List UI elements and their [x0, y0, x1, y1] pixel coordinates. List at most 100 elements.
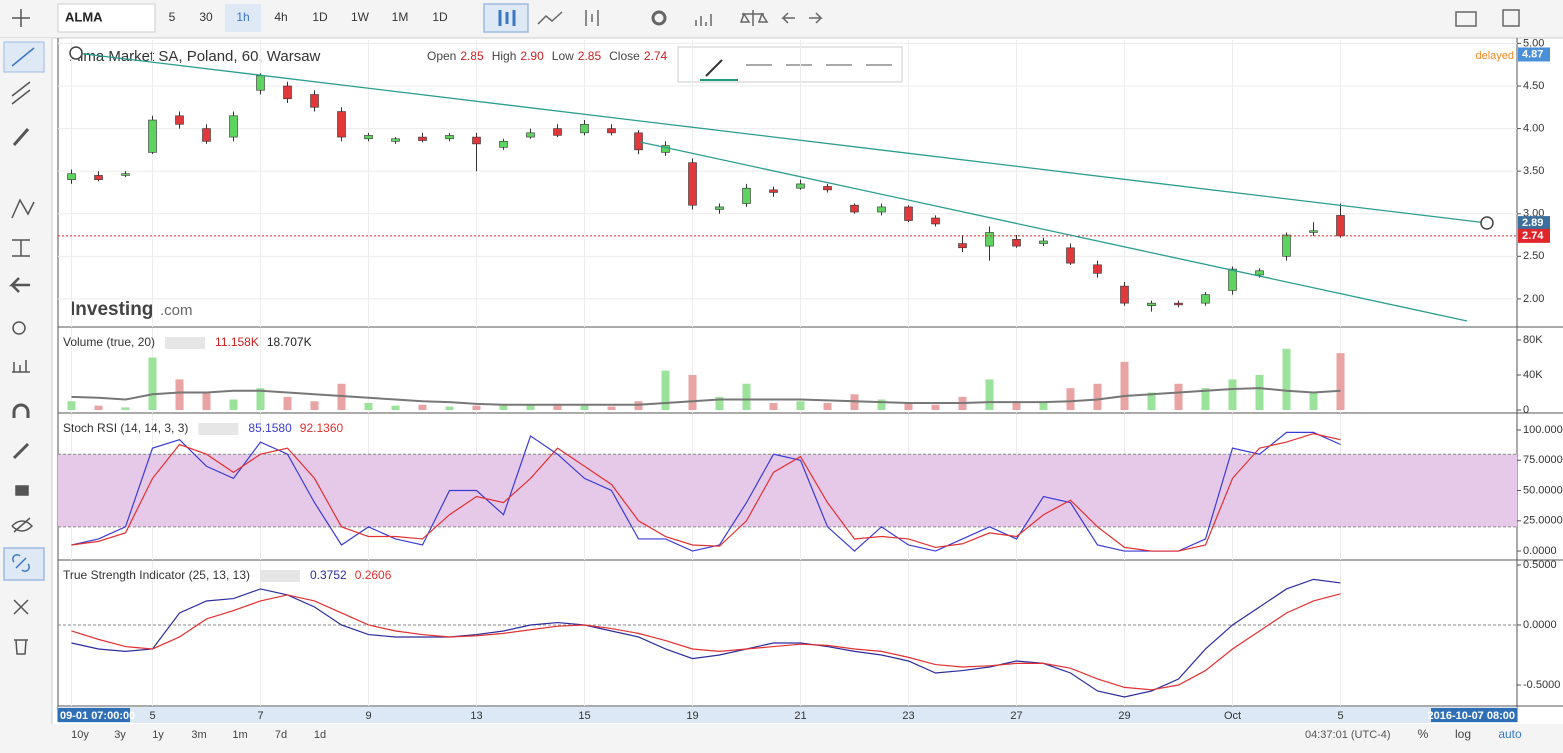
y-tick-label: 0.0000 [1523, 619, 1557, 631]
pane-title: True Strength Indicator (25, 13, 13) [63, 568, 250, 582]
range-button[interactable]: 3y [114, 729, 126, 741]
candle-body [634, 132, 643, 151]
undo-redo[interactable] [781, 12, 823, 24]
scale-option[interactable]: log [1455, 727, 1471, 741]
time-axis [58, 707, 1517, 723]
volume-bar [256, 388, 265, 411]
candle-body [931, 217, 940, 225]
tool-magnet[interactable] [12, 403, 30, 418]
scale-option[interactable]: % [1418, 727, 1429, 741]
tool-pencil[interactable] [12, 442, 30, 460]
interval-active[interactable] [225, 4, 261, 32]
candle-body [1255, 270, 1264, 276]
time-label: 23 [902, 710, 914, 722]
volume-bar [1201, 388, 1210, 411]
legend-value: 2.85 [578, 49, 602, 63]
interval[interactable]: 4h [274, 10, 287, 24]
settings[interactable] [651, 10, 667, 26]
draw-pen[interactable] [705, 59, 723, 77]
candle-icon [498, 10, 516, 26]
symbol-box[interactable] [57, 3, 156, 33]
bar-type[interactable] [585, 10, 599, 26]
time-label: 15 [578, 710, 590, 722]
trend-handle[interactable] [1480, 216, 1494, 230]
trend-handle[interactable] [69, 46, 83, 60]
candle-body [1282, 234, 1291, 257]
tool-trendline[interactable] [11, 47, 35, 67]
range-button[interactable]: 1m [232, 729, 247, 741]
tool-pattern[interactable] [11, 198, 35, 219]
tool-tools[interactable] [13, 599, 29, 615]
y-tick-label: 40K [1523, 369, 1543, 381]
interval[interactable]: 1W [351, 10, 370, 24]
candle-body [1309, 230, 1318, 233]
range-button[interactable]: 10y [71, 729, 89, 741]
tool-cross[interactable] [12, 9, 30, 27]
candle-body [94, 175, 103, 180]
y-tick-label: 80K [1523, 334, 1543, 346]
snapshot[interactable] [1455, 11, 1477, 27]
volume-bar [1093, 383, 1102, 411]
candle-body [499, 141, 508, 148]
tool-arrow[interactable] [8, 277, 30, 293]
tool-zoom[interactable] [12, 321, 26, 335]
line-type[interactable] [537, 11, 563, 25]
volume-bar [364, 403, 373, 411]
scale-option[interactable]: auto [1498, 727, 1522, 741]
tool-lock[interactable] [15, 485, 29, 496]
interval[interactable]: 1D [312, 10, 328, 24]
tool-brush[interactable] [12, 128, 30, 146]
volume-bar [1120, 361, 1129, 411]
y-tick-label: 25.0000 [1523, 515, 1563, 527]
tool-ruler[interactable] [12, 360, 30, 373]
interval[interactable]: 1M [392, 10, 409, 24]
candle-body [1039, 240, 1048, 244]
indicators[interactable] [695, 14, 712, 26]
volume-bar [607, 406, 616, 411]
interval[interactable]: 1D [432, 10, 448, 24]
volume-bar [526, 404, 535, 411]
tool-eye[interactable] [11, 517, 34, 533]
candle-body [823, 186, 832, 191]
indicator-line [71, 432, 1341, 552]
tool-link[interactable] [12, 554, 30, 572]
volume-bar [1255, 375, 1264, 411]
interval[interactable]: 5 [169, 10, 176, 24]
tool-trash[interactable] [14, 639, 28, 655]
candle-body [1147, 302, 1156, 307]
candle-body [958, 243, 967, 249]
candle-body [445, 135, 454, 140]
volume-bar [121, 407, 130, 411]
pane-buttons[interactable] [260, 570, 300, 582]
tool-measure[interactable] [12, 239, 30, 257]
candle-body [1201, 294, 1210, 304]
tool-link-bg[interactable] [3, 547, 45, 581]
color-box[interactable] [1502, 9, 1520, 27]
range-button[interactable]: 1y [152, 729, 164, 741]
candle-body [67, 173, 76, 180]
interval[interactable]: 30 [199, 10, 213, 24]
candle-body [715, 206, 724, 210]
volume-bar [418, 404, 427, 411]
time-label: 19 [686, 710, 698, 722]
status: delayed [1475, 50, 1514, 62]
compare[interactable] [739, 10, 769, 26]
candle-body [769, 189, 778, 193]
volume-bar [1066, 388, 1075, 411]
candle-body [256, 75, 265, 91]
range-button[interactable]: 3m [191, 729, 206, 741]
candle-body [850, 204, 859, 213]
candle-body [472, 136, 481, 145]
range-button[interactable]: 7d [275, 729, 287, 741]
symbol[interactable]: ALMA [65, 9, 103, 24]
range-button[interactable]: 1d [314, 729, 326, 741]
pane-buttons[interactable] [165, 337, 206, 349]
tool-fib[interactable] [11, 81, 31, 105]
pane-buttons[interactable] [198, 423, 239, 435]
interval[interactable]: 1h [236, 10, 249, 24]
y-tick-label: -0.5000 [1523, 679, 1560, 691]
volume-bar [661, 370, 670, 411]
volume-bar [580, 405, 589, 411]
time-label: 09-01 07:00:00 [60, 710, 135, 722]
